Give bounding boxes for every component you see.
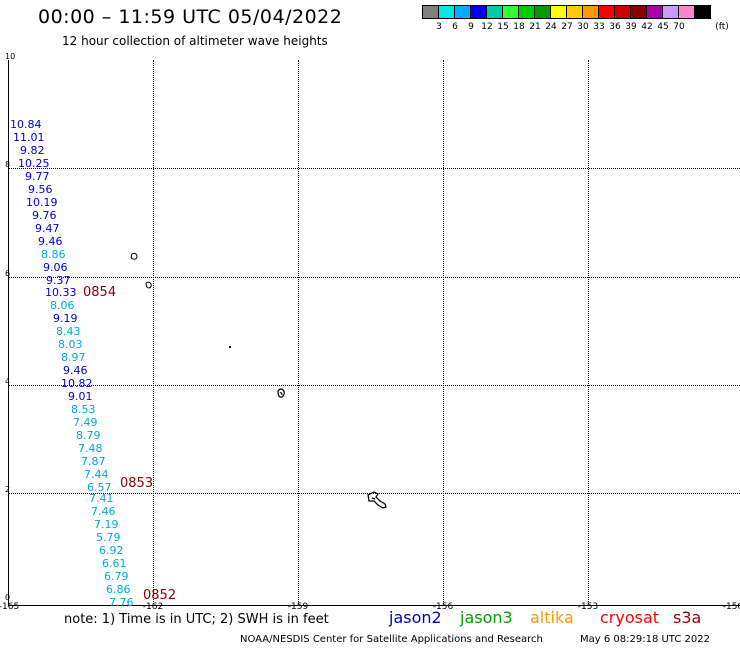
wave-height-label: 9.06 [43, 261, 68, 274]
wave-height-label: 7.41 [89, 492, 114, 505]
y-axis-label: 6 [5, 269, 11, 278]
wave-height-label: 9.82 [20, 144, 45, 157]
pass-time-label: 0854 [83, 285, 117, 300]
legend-tick: 33 [593, 22, 605, 32]
grid-line-vertical [153, 60, 154, 606]
x-axis-label: -156 [432, 602, 454, 612]
grid-line-horizontal [8, 168, 740, 169]
legend-tick: 39 [625, 22, 637, 32]
wave-height-label: 10.84 [10, 118, 42, 131]
wave-height-label: 9.46 [63, 364, 88, 377]
wave-height-label: 8.97 [61, 351, 86, 364]
x-axis-label: -159 [287, 602, 309, 612]
grid-line-horizontal [8, 493, 740, 494]
wave-height-label: 11.01 [13, 131, 45, 144]
wave-height-label: 8.86 [41, 248, 66, 261]
wave-height-label: 10.19 [26, 196, 58, 209]
y-axis-label: 4 [5, 377, 11, 386]
island-molokai-maui [277, 388, 285, 398]
satellite-name-s3a: s3a [673, 608, 702, 627]
wave-height-label: 10.25 [18, 157, 50, 170]
legend-tick: 21 [529, 22, 541, 32]
legend-tick: 24 [545, 22, 557, 32]
wave-height-label: 10.82 [61, 377, 93, 390]
wave-height-label: 7.87 [81, 455, 106, 468]
wave-height-label: 7.49 [73, 416, 98, 429]
grid-line-horizontal [8, 277, 740, 278]
legend-tick: 70 [673, 22, 685, 32]
satellite-name-altika: altika [530, 608, 574, 627]
legend-unit: (ft) [715, 22, 729, 32]
wave-height-label: 6.57 [87, 481, 112, 494]
wave-height-label: 9.77 [25, 170, 50, 183]
color-legend [422, 5, 711, 19]
wave-height-label: 9.46 [38, 235, 63, 248]
legend-tick: 15 [497, 22, 509, 32]
wave-height-label: 6.92 [99, 544, 124, 557]
satellite-name-cryosat: cryosat [600, 608, 660, 627]
grid-line-vertical [443, 60, 444, 606]
grid-line-horizontal [8, 385, 740, 386]
wave-height-label: 8.79 [76, 429, 101, 442]
satellite-name-jason3: jason3 [460, 608, 513, 627]
grid-line-vertical [298, 60, 299, 606]
legend-tick: 3 [436, 22, 442, 32]
wave-height-label: 8.03 [58, 338, 83, 351]
wave-height-label: 9.19 [53, 312, 78, 325]
wave-height-label: 6.79 [104, 570, 129, 583]
map-frame [8, 60, 740, 606]
legend-tick: 12 [481, 22, 493, 32]
island-niihau [130, 252, 138, 260]
y-axis-label: 8 [5, 160, 11, 169]
island-oahu [229, 346, 231, 348]
wave-height-label: 8.53 [71, 403, 96, 416]
legend-tick: 45 [657, 22, 669, 32]
island-kauai [145, 281, 152, 289]
wave-height-label: 5.79 [96, 531, 121, 544]
map-subtitle: 12 hour collection of altimeter wave hei… [62, 34, 328, 48]
wave-height-label: 6.86 [106, 583, 131, 596]
wave-height-label: 7.46 [91, 505, 116, 518]
wave-height-label: 7.48 [78, 442, 103, 455]
satellite-name-jason2: jason2 [389, 608, 442, 627]
grid-line-vertical [588, 60, 589, 606]
wave-height-label: 8.06 [50, 299, 75, 312]
x-axis-label: -150 [722, 602, 740, 612]
wave-height-label: 9.76 [32, 209, 57, 222]
wave-height-label: 9.37 [46, 274, 71, 287]
wave-height-label: 8.43 [56, 325, 81, 338]
wave-height-label: 10.33 [45, 286, 77, 299]
x-axis-label: -165 [0, 602, 20, 612]
legend-tick: 6 [452, 22, 458, 32]
legend-tick: 9 [468, 22, 474, 32]
wave-height-label: 7.44 [84, 468, 109, 481]
wave-height-label: 9.47 [35, 222, 60, 235]
legend-tick: 27 [561, 22, 573, 32]
wave-height-label: 9.01 [68, 390, 93, 403]
wave-height-label: 9.56 [28, 183, 53, 196]
y-axis-label: 10 [5, 52, 16, 61]
legend-tick: 18 [513, 22, 525, 32]
wave-height-label: 7.19 [94, 518, 119, 531]
map-title: 00:00 – 11:59 UTC 05/04/2022 [38, 6, 343, 28]
y-axis-label: 0 [5, 593, 11, 602]
x-axis-label: -153 [577, 602, 599, 612]
pass-time-label: 0852 [143, 588, 177, 603]
legend-swatch [694, 5, 711, 19]
legend-tick: 36 [609, 22, 621, 32]
legend-tick: 30 [577, 22, 589, 32]
footnote: note: 1) Time is in UTC; 2) SWH is in fe… [64, 612, 329, 627]
wave-height-label: 7.76 [109, 596, 134, 609]
wave-height-label: 6.61 [102, 557, 127, 570]
legend-tick: 42 [641, 22, 653, 32]
x-axis-label: -162 [142, 602, 164, 612]
credit-line: NOAA/NESDIS Center for Satellite Applica… [240, 634, 543, 645]
generated-timestamp: May 6 08:29:18 UTC 2022 [580, 634, 710, 645]
pass-time-label: 0853 [120, 476, 154, 491]
island-hawaii [367, 491, 387, 509]
y-axis-label: 2 [5, 485, 11, 494]
